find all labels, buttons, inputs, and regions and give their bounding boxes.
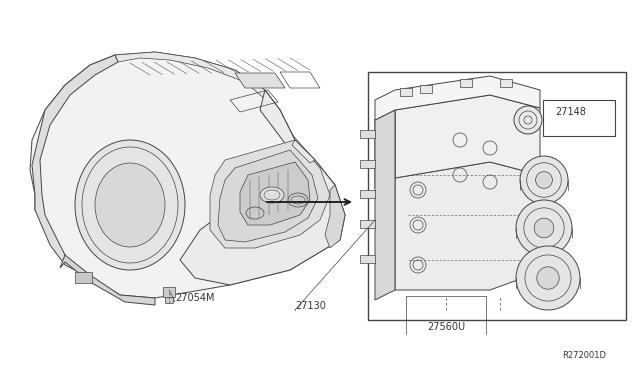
Ellipse shape xyxy=(516,246,580,310)
Text: 27148: 27148 xyxy=(555,107,586,117)
Polygon shape xyxy=(400,88,412,96)
Polygon shape xyxy=(360,255,375,263)
Polygon shape xyxy=(360,190,375,198)
Polygon shape xyxy=(420,85,432,93)
Polygon shape xyxy=(180,90,345,285)
Ellipse shape xyxy=(534,218,554,238)
Ellipse shape xyxy=(536,171,552,188)
Text: 27054M: 27054M xyxy=(175,293,214,303)
Polygon shape xyxy=(240,162,310,225)
Bar xyxy=(368,72,626,320)
Polygon shape xyxy=(360,220,375,228)
Polygon shape xyxy=(325,185,345,248)
Ellipse shape xyxy=(95,163,165,247)
Polygon shape xyxy=(235,73,285,88)
Polygon shape xyxy=(30,52,345,298)
Polygon shape xyxy=(500,79,512,87)
Polygon shape xyxy=(360,130,375,138)
Text: 27130: 27130 xyxy=(295,301,326,311)
Polygon shape xyxy=(210,140,330,248)
Polygon shape xyxy=(375,110,395,300)
Polygon shape xyxy=(165,297,173,303)
Ellipse shape xyxy=(520,156,568,204)
Polygon shape xyxy=(460,79,472,87)
Text: 27560U: 27560U xyxy=(427,322,465,332)
Ellipse shape xyxy=(514,106,542,134)
Polygon shape xyxy=(32,55,118,270)
Ellipse shape xyxy=(75,140,185,270)
Polygon shape xyxy=(218,150,318,242)
Polygon shape xyxy=(395,162,545,290)
Ellipse shape xyxy=(516,200,572,256)
Polygon shape xyxy=(375,76,540,120)
Polygon shape xyxy=(375,110,395,188)
Polygon shape xyxy=(395,95,540,178)
Polygon shape xyxy=(75,272,92,283)
Ellipse shape xyxy=(260,187,284,203)
Polygon shape xyxy=(360,160,375,168)
Bar xyxy=(543,100,615,136)
Ellipse shape xyxy=(537,267,559,289)
Polygon shape xyxy=(115,52,335,185)
Polygon shape xyxy=(292,140,315,163)
Polygon shape xyxy=(60,255,155,305)
Polygon shape xyxy=(163,287,175,297)
Text: R272001D: R272001D xyxy=(562,350,606,359)
